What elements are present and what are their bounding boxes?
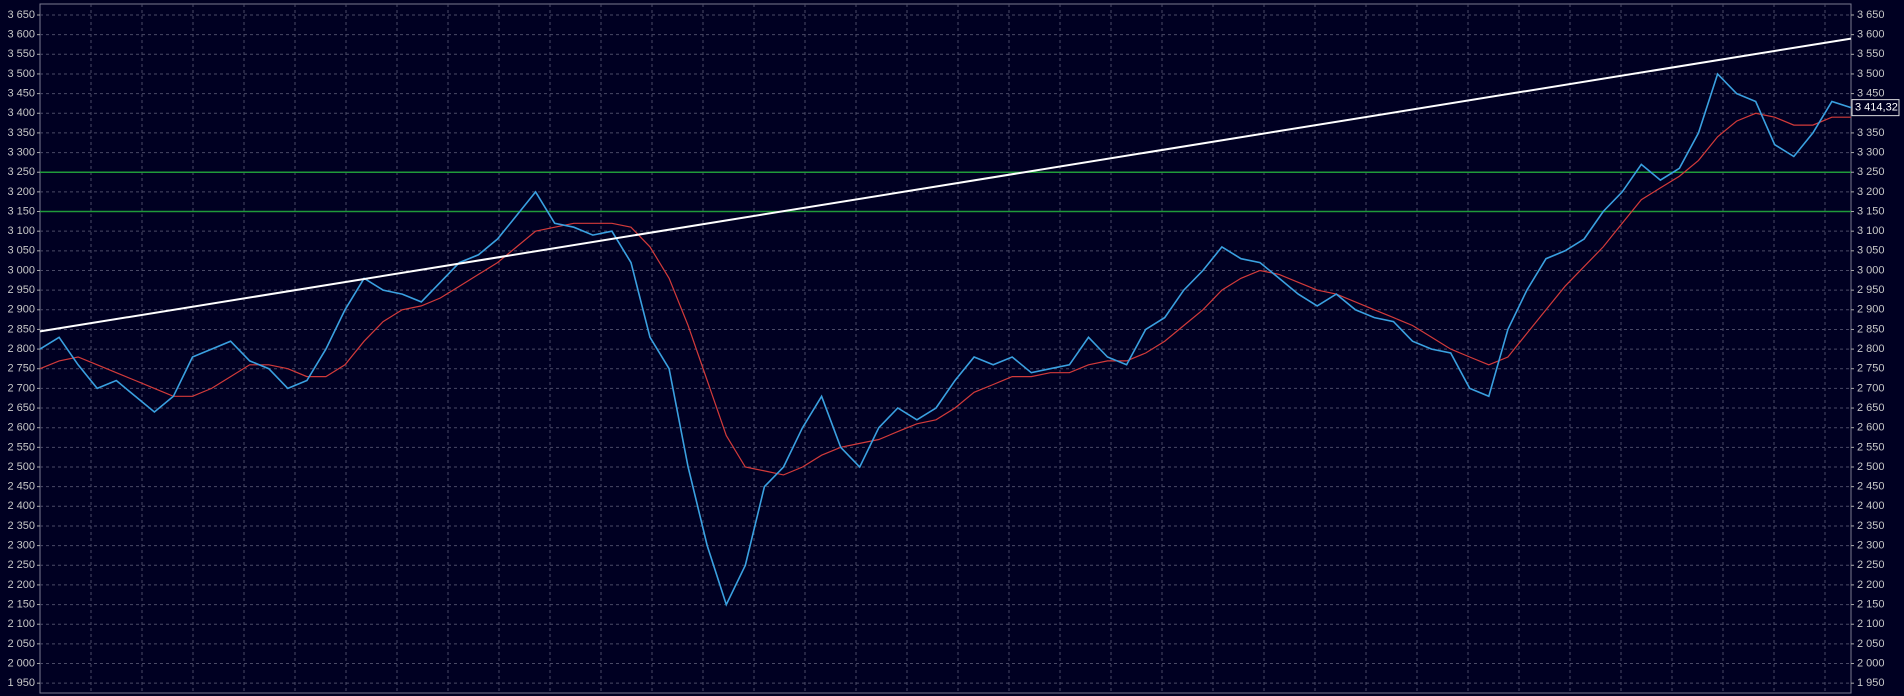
y-tick-label: 2 150 [7, 598, 35, 610]
y-tick-label: 3 400 [7, 107, 35, 119]
last-price-label: 3 414,32 [1855, 102, 1898, 114]
y-tick-label: 2 950 [7, 284, 35, 296]
y-tick-label: 2 800 [7, 343, 35, 355]
y-tick-label-right: 2 850 [1857, 323, 1885, 335]
y-tick-label-right: 3 350 [1857, 127, 1885, 139]
y-tick-label: 3 550 [7, 48, 35, 60]
y-tick-label-right: 2 900 [1857, 304, 1885, 316]
y-tick-label: 2 000 [7, 657, 35, 669]
y-tick-label: 3 600 [7, 29, 35, 41]
y-tick-label-right: 3 300 [1857, 146, 1885, 158]
y-tick-label-right: 2 700 [1857, 382, 1885, 394]
y-tick-label-right: 1 950 [1857, 677, 1885, 689]
y-tick-label-right: 3 450 [1857, 88, 1885, 100]
y-tick-label-right: 2 500 [1857, 461, 1885, 473]
y-tick-label: 3 000 [7, 264, 35, 276]
y-tick-label: 3 100 [7, 225, 35, 237]
y-tick-label-right: 2 050 [1857, 638, 1885, 650]
y-tick-label: 3 350 [7, 127, 35, 139]
y-tick-label-right: 3 050 [1857, 245, 1885, 257]
y-tick-label: 2 450 [7, 481, 35, 493]
y-tick-label-right: 2 100 [1857, 618, 1885, 630]
y-tick-label-right: 2 550 [1857, 441, 1885, 453]
y-tick-label: 2 050 [7, 638, 35, 650]
y-tick-label-right: 2 650 [1857, 402, 1885, 414]
y-tick-label: 3 200 [7, 186, 35, 198]
y-tick-label: 2 900 [7, 304, 35, 316]
y-tick-label: 3 150 [7, 205, 35, 217]
y-tick-label: 1 950 [7, 677, 35, 689]
y-tick-label-right: 2 300 [1857, 540, 1885, 552]
y-tick-label: 2 300 [7, 540, 35, 552]
y-tick-label-right: 3 250 [1857, 166, 1885, 178]
y-tick-label-right: 2 350 [1857, 520, 1885, 532]
y-tick-label: 2 700 [7, 382, 35, 394]
y-tick-label: 2 650 [7, 402, 35, 414]
y-tick-label: 3 650 [7, 9, 35, 21]
y-tick-label-right: 3 500 [1857, 68, 1885, 80]
y-tick-label-right: 2 950 [1857, 284, 1885, 296]
last-price-box [1851, 99, 1900, 117]
y-tick-label: 3 500 [7, 68, 35, 80]
y-tick-label: 2 100 [7, 618, 35, 630]
y-tick-label: 2 250 [7, 559, 35, 571]
y-tick-label: 2 750 [7, 363, 35, 375]
y-tick-label: 3 250 [7, 166, 35, 178]
y-tick-label-right: 2 800 [1857, 343, 1885, 355]
y-tick-label: 3 050 [7, 245, 35, 257]
y-tick-label: 2 850 [7, 323, 35, 335]
price-line [39, 112, 1851, 476]
y-tick-label-right: 2 400 [1857, 500, 1885, 512]
y-tick-label: 2 200 [7, 579, 35, 591]
y-tick-label-right: 3 600 [1857, 29, 1885, 41]
y-tick-label-right: 3 150 [1857, 205, 1885, 217]
y-tick-label-right: 2 250 [1857, 559, 1885, 571]
y-tick-label-right: 2 150 [1857, 598, 1885, 610]
y-tick-label: 3 450 [7, 88, 35, 100]
y-tick-label-right: 2 600 [1857, 422, 1885, 434]
y-tick-label-right: 2 000 [1857, 657, 1885, 669]
y-tick-label-right: 3 000 [1857, 264, 1885, 276]
plot-frame [39, 3, 1852, 694]
y-tick-label: 2 550 [7, 441, 35, 453]
y-tick-label: 2 600 [7, 422, 35, 434]
y-tick-label: 2 350 [7, 520, 35, 532]
y-tick-label-right: 3 100 [1857, 225, 1885, 237]
y-tick-label-right: 2 450 [1857, 481, 1885, 493]
y-tick-label-right: 2 750 [1857, 363, 1885, 375]
y-tick-label: 2 500 [7, 461, 35, 473]
y-tick-label-right: 3 200 [1857, 186, 1885, 198]
y-tick-label: 2 400 [7, 500, 35, 512]
y-tick-label-right: 3 650 [1857, 9, 1885, 21]
y-tick-label-right: 2 200 [1857, 579, 1885, 591]
y-tick-label-right: 3 550 [1857, 48, 1885, 60]
trend-line [39, 37, 1852, 333]
y-tick-label: 3 300 [7, 146, 35, 158]
price-line [39, 72, 1852, 607]
